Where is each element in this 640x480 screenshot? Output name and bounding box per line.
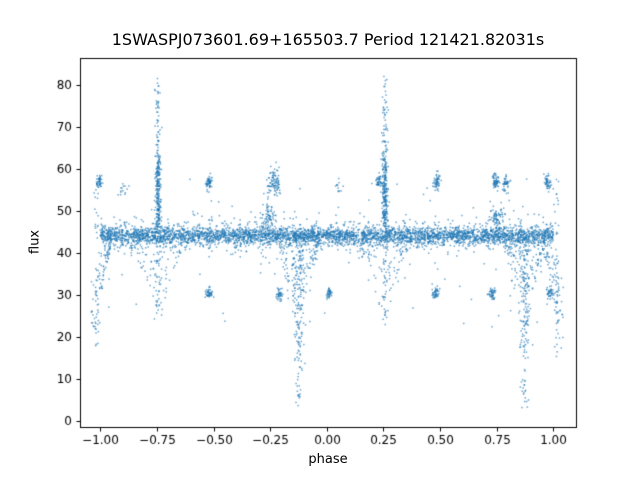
y-axis-label: flux [27, 229, 43, 255]
x-axis-label: phase [308, 452, 348, 467]
chart-title: 1SWASPJ073601.69+165503.7 Period 121421.… [111, 30, 545, 49]
